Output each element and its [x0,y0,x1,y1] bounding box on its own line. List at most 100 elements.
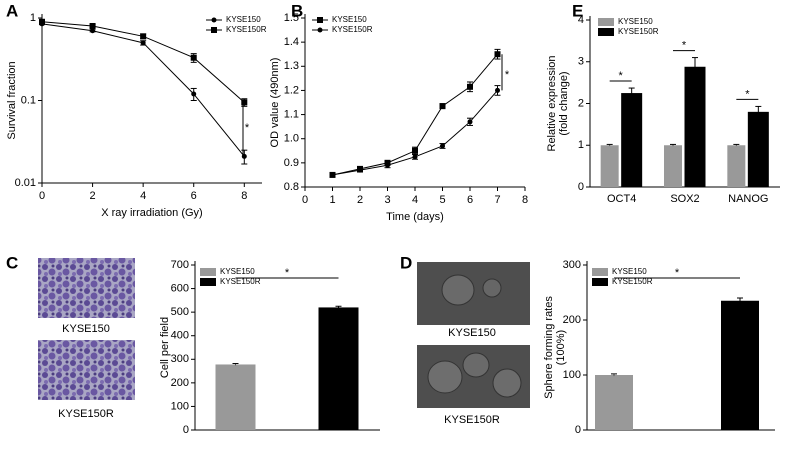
x-tick-label: 2 [90,190,96,202]
x-tick-label: 6 [191,190,197,202]
bar [318,307,359,430]
point [412,154,418,160]
legend-swatch [592,268,608,276]
cell-images [38,258,135,400]
point [317,17,323,23]
bar [727,145,746,187]
y-axis-label: Cell per field [159,317,171,378]
x-tick-label: 2 [357,194,363,206]
y-tick-label: 300 [171,353,189,365]
point [385,162,390,168]
legend-swatch [200,268,216,276]
image-label: KYSE150 [448,327,496,339]
y-axis-label: (fold change) [558,71,570,135]
point [357,167,363,173]
point [495,87,500,93]
y-axis-label: OD value (490nm) [269,58,281,148]
y-tick-label: 0.8 [284,181,299,193]
image-label: KYSE150R [444,414,500,426]
x-tick-label: 5 [439,194,445,206]
x-tick-label: 6 [467,194,473,206]
point [439,103,446,110]
point [467,119,473,125]
y-axis-label: Sphere forming rates [543,296,555,399]
x-tick-label: 0 [302,194,308,206]
annotation: * [505,69,510,81]
y-tick-label: 0 [183,424,189,436]
y-tick-label: 1.3 [284,60,299,72]
annotation: * [682,39,687,51]
bar [621,93,643,187]
x-tick-label: 8 [522,194,528,206]
legend-label: KYSE150R [226,25,267,34]
y-tick-label: 0.9 [284,157,299,169]
bar [684,66,706,187]
point [467,83,473,90]
image-label: KYSE150 [62,323,110,335]
y-tick-label: 300 [563,259,581,271]
point [90,28,96,34]
legend-swatch [598,18,614,26]
panel-label: E [572,1,583,20]
annotation: * [285,267,290,279]
legend-swatch [200,278,216,286]
y-axis-label: (100%) [555,330,567,365]
y-tick-label: 0 [575,424,581,436]
image-label: KYSE150R [58,408,114,420]
panel-label: B [291,1,303,20]
legend-label: KYSE150 [618,17,653,26]
bar [215,364,256,430]
sphere [462,352,490,378]
y-tick-label: 1.4 [284,36,299,48]
point [39,18,45,25]
point [317,27,323,33]
image [38,258,135,318]
y-tick-label: 1.2 [284,84,299,96]
legend-label: KYSE150R [332,25,373,34]
bar [595,375,633,430]
x-tick-label: 7 [494,194,500,206]
y-tick-label: 0.1 [21,94,36,106]
x-tick-label: 3 [384,194,390,206]
sphere [427,360,463,394]
y-tick-label: 400 [171,330,189,342]
x-tick-label: 1 [329,194,335,206]
bar [664,145,682,187]
legend-label: KYSE150R [618,27,659,36]
panel-label: A [6,1,18,20]
point [440,143,445,149]
annotation: * [675,267,680,279]
point [140,33,147,40]
y-tick-label: 1.0 [284,133,299,145]
y-tick-label: 200 [171,377,189,389]
y-axis-label: Relative expression [546,56,558,152]
y-tick-label: 1.5 [284,12,299,24]
bar [747,111,769,187]
x-tick-label: 4 [140,190,146,202]
point [330,172,335,178]
panel-label: D [400,253,412,272]
point [89,22,96,29]
x-axis-label: X ray irradiation (Gy) [101,207,202,219]
y-tick-label: 700 [171,259,189,271]
x-tick-label: SOX2 [670,193,699,205]
sphere [441,274,475,306]
legend-label: KYSE150R [612,277,653,286]
point [190,54,197,61]
legend-label: KYSE150 [612,267,647,276]
legend-label: KYSE150 [332,15,367,24]
y-tick-label: 600 [171,282,189,294]
panel-label: C [6,253,18,272]
x-tick-label: OCT4 [607,193,636,205]
sphere [482,278,502,298]
sphere [492,368,522,398]
y-tick-label: 4 [578,14,584,26]
y-tick-label: 500 [171,306,189,318]
y-tick-label: 100 [171,400,189,412]
y-axis-label: Survival fraction [6,61,18,139]
y-tick-label: 0.01 [15,177,36,189]
y-tick-label: 3 [578,56,584,68]
legend-swatch [598,28,614,36]
legend-label: KYSE150R [220,277,261,286]
